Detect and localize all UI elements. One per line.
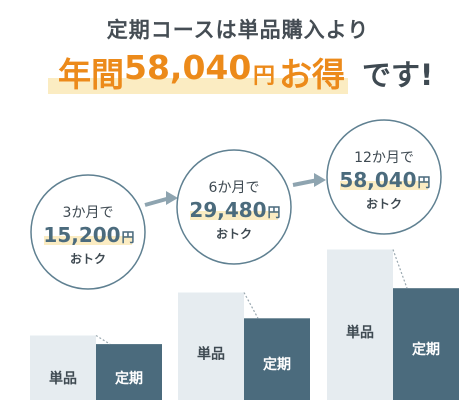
bar-label-single: 単品 — [49, 370, 77, 387]
savings-note: おトク — [366, 197, 402, 211]
savings-unit: 円 — [267, 206, 280, 221]
bar-connector — [392, 249, 408, 289]
bar-label-subscription: 定期 — [412, 341, 440, 358]
savings-unit: 円 — [121, 231, 134, 246]
bar-single — [30, 335, 96, 400]
savings-circle — [326, 119, 442, 235]
arrow-line — [144, 196, 171, 207]
savings-period: 12か月で — [354, 150, 414, 166]
bar-label-subscription: 定期 — [263, 356, 291, 373]
bar-subscription — [96, 344, 162, 400]
savings-amount: 58,040 — [339, 168, 416, 192]
bar-subscription — [244, 318, 310, 400]
bar-subscription — [393, 288, 459, 400]
savings-period: 3か月で — [63, 205, 114, 221]
hero-amount: 58,040 — [124, 48, 252, 87]
bar-label-single: 単品 — [346, 324, 374, 341]
bar-label-single: 単品 — [197, 345, 225, 362]
hero-prefix: 年間 — [58, 55, 124, 94]
savings-unit: 円 — [417, 176, 430, 191]
arrow-line — [292, 178, 319, 187]
savings-amount: 29,480 — [189, 198, 266, 222]
headline: 定期コースは単品購入より — [106, 18, 370, 42]
hero-suffix: です! — [362, 58, 434, 92]
arrow-head — [166, 191, 178, 205]
bar-single — [327, 249, 393, 400]
savings-highlight — [190, 211, 278, 220]
hero-highlight — [48, 78, 348, 94]
hero-banner: 年間 58,040 円 お得 です! — [0, 46, 476, 98]
hero-unit: 円 — [253, 64, 276, 89]
hero-tail: お得 — [279, 55, 345, 94]
arrow-head — [314, 173, 326, 187]
savings-amount: 15,200 — [43, 223, 120, 247]
bar-connector — [243, 292, 259, 319]
savings-highlight — [44, 236, 132, 245]
savings-note: おトク — [216, 227, 252, 241]
savings-period: 6か月で — [209, 180, 260, 196]
bar-label-subscription: 定期 — [115, 370, 143, 387]
savings-note: おトク — [70, 252, 106, 266]
bar-connector — [95, 334, 111, 345]
savings-circle — [30, 174, 146, 290]
savings-circle — [176, 149, 292, 265]
savings-highlight — [340, 181, 428, 190]
bar-single — [178, 292, 244, 400]
